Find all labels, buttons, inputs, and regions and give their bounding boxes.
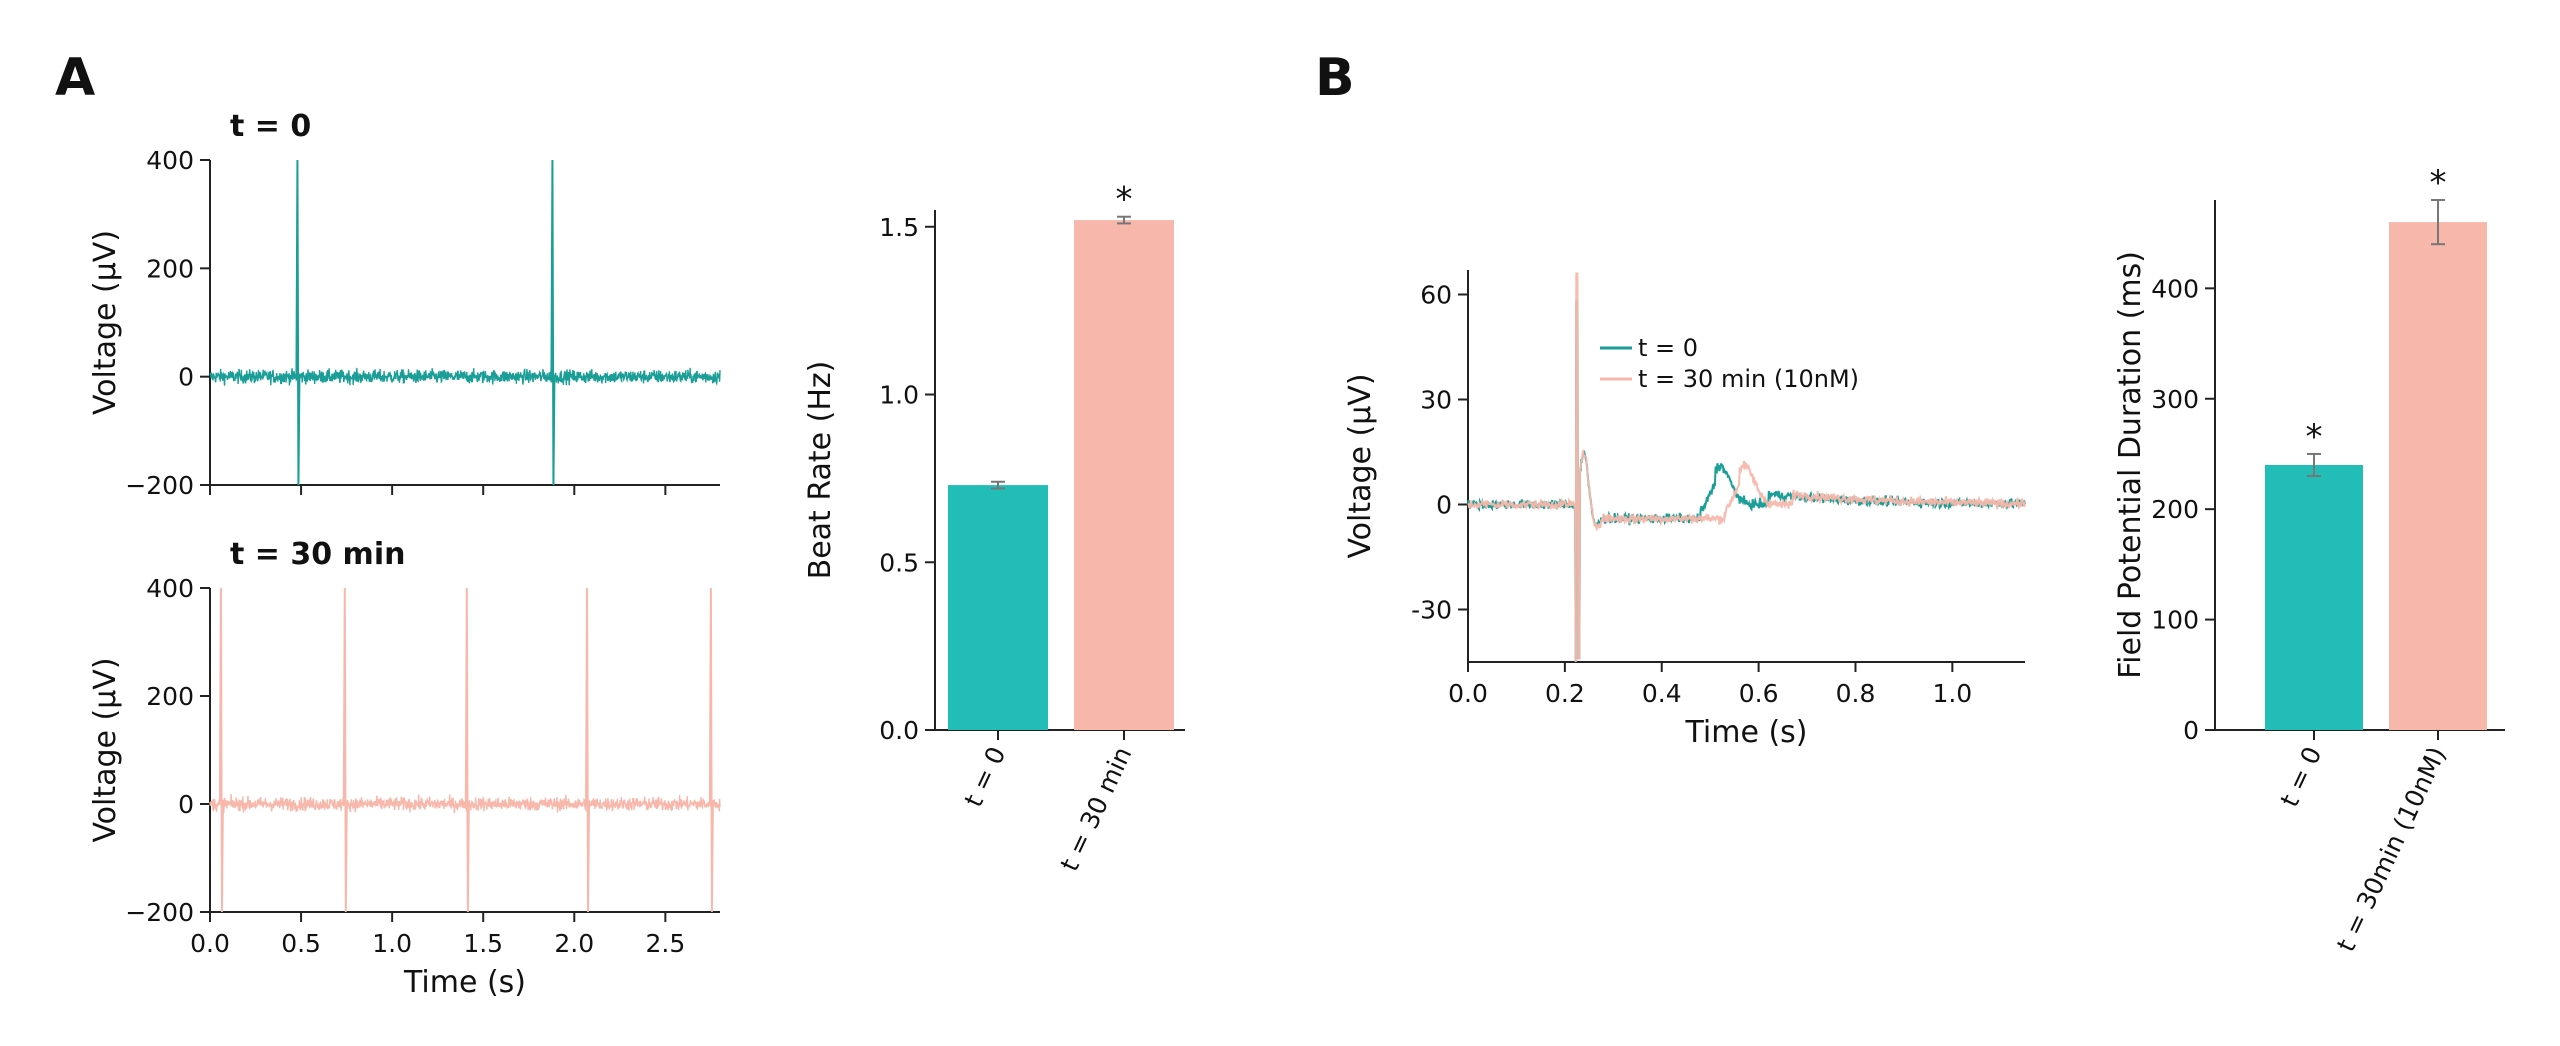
series-line: [1467, 272, 2026, 663]
spike: [585, 587, 591, 913]
bar: [2389, 222, 2487, 731]
trace-title: t = 30 min: [230, 537, 405, 572]
x-category-label: t = 0: [2275, 742, 2328, 811]
y-axis-title: Voltage (µV): [1343, 373, 1378, 558]
y-tick-label: 200: [146, 682, 194, 711]
spike: [218, 587, 224, 913]
y-tick-label: −200: [125, 898, 194, 927]
y-tick-label: -30: [1411, 596, 1452, 625]
y-axis-title: Voltage (µV): [88, 657, 123, 842]
y-tick-label: 60: [1420, 281, 1452, 310]
x-tick-label: 1.0: [372, 929, 412, 958]
x-tick-label: 0.0: [1448, 679, 1488, 708]
bar: [1074, 220, 1174, 730]
y-tick-label: 400: [2151, 274, 2199, 303]
x-tick-label: 2.0: [554, 929, 594, 958]
x-tick-label: 0.2: [1545, 679, 1585, 708]
y-tick-label: 0: [178, 363, 194, 392]
field-potential-chart: -30 0 30 60 0.0 0.2 0.4 0.6 0.8 1.0 t = 0 t = 30 mi…: [1343, 270, 2026, 750]
fpd-bar-chart: 0 100 200 300 400 * t = 0 * t = 30min (10nM) Fiel…: [2113, 163, 2505, 956]
x-category-label: t = 30 min: [1055, 742, 1138, 875]
y-tick-label: 300: [2151, 385, 2199, 414]
x-tick-label: 2.5: [645, 929, 685, 958]
y-tick-label: 0: [1436, 491, 1452, 520]
y-tick-label: 0: [178, 790, 194, 819]
x-tick-label: 0.8: [1836, 679, 1876, 708]
bar: [948, 485, 1048, 730]
y-axis-title: Voltage (µV): [88, 230, 123, 415]
beat-rate-bar-chart: 0.0 0.5 1.0 1.5 t = 0 * t = 30 min Beat Rate (H…: [803, 180, 1185, 876]
legend-label: t = 0: [1638, 334, 1698, 362]
spike: [550, 159, 556, 486]
spike: [708, 587, 714, 913]
y-tick-label: 100: [2151, 606, 2199, 635]
y-tick-label: 0: [2183, 716, 2199, 745]
panel-letter-b: B: [1315, 48, 1355, 108]
x-tick-label: 0.4: [1642, 679, 1682, 708]
trace-title: t = 0: [230, 109, 311, 144]
x-category-label: t = 0: [959, 742, 1012, 811]
y-tick-label: 1.0: [879, 381, 919, 410]
spike: [295, 159, 301, 486]
x-tick-label: 1.5: [463, 929, 503, 958]
y-tick-label: 400: [146, 574, 194, 603]
x-tick-label: 0.5: [281, 929, 321, 958]
x-tick-label: 1.0: [1932, 679, 1972, 708]
legend-label: t = 30 min (10nM): [1638, 365, 1859, 393]
y-tick-label: 400: [146, 146, 194, 175]
trace-chart-t30: −200 0 200 400 0.0 0.5 1.0 1.5 2.0 2.5 t = 30 min V…: [88, 537, 721, 1000]
x-tick-label: 0.6: [1739, 679, 1779, 708]
trace-chart-t0: −200 0 200 400 t = 0 Voltage (µV): [88, 109, 721, 500]
significance-star: *: [1116, 180, 1133, 220]
y-tick-label: 1.5: [879, 213, 919, 242]
y-tick-label: 0.0: [879, 716, 919, 745]
y-axis-title: Beat Rate (Hz): [803, 361, 838, 580]
panel-letter-a: A: [55, 48, 95, 108]
y-tick-label: 200: [2151, 495, 2199, 524]
bar: [2265, 465, 2363, 730]
y-tick-label: 200: [146, 254, 194, 283]
y-tick-label: −200: [125, 471, 194, 500]
y-tick-label: 0.5: [879, 548, 919, 577]
x-category-label: t = 30min (10nM): [2331, 742, 2451, 956]
y-axis-title: Field Potential Duration (ms): [2113, 251, 2148, 679]
spike: [464, 587, 470, 913]
y-tick-label: 30: [1420, 386, 1452, 415]
trace-line: [209, 794, 721, 814]
x-tick-label: 0.0: [190, 929, 230, 958]
trace-line: [209, 367, 721, 387]
series-line: [1467, 300, 2026, 663]
significance-star: *: [2306, 417, 2323, 457]
x-axis-title: Time (s): [403, 965, 526, 1000]
spike: [342, 587, 348, 913]
significance-star: *: [2430, 163, 2447, 203]
x-axis-title: Time (s): [1685, 715, 1808, 750]
